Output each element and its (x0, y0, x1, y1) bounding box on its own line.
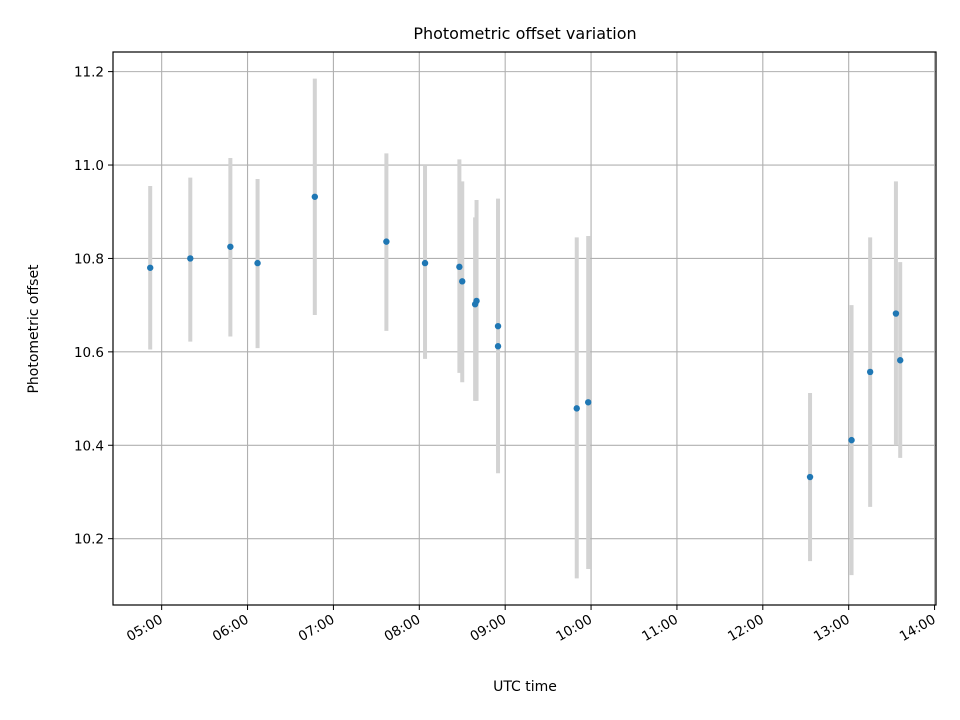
x-tick-label: 07:00 (296, 612, 338, 645)
y-axis-ticks: 10.2 10.4 10.6 10.8 11.0 11.2 (74, 65, 113, 548)
x-axis-ticks: 05:00 06:00 07:00 08:00 09:00 10:00 11:00 12:00… (124, 605, 939, 645)
data-point (459, 278, 466, 285)
y-tick-label: 10.4 (74, 438, 104, 454)
data-point (383, 238, 390, 245)
y-axis-label: Photometric offset (26, 264, 42, 394)
x-tick-label: 10:00 (553, 612, 595, 645)
data-point (147, 264, 154, 271)
data-point (573, 405, 580, 412)
x-tick-label: 11:00 (639, 612, 681, 645)
y-tick-label: 10.8 (74, 251, 104, 267)
plot-frame (112, 51, 937, 606)
x-tick-label: 08:00 (382, 612, 424, 645)
x-tick-label: 09:00 (467, 612, 509, 645)
data-point (892, 310, 900, 317)
data-point (897, 357, 904, 364)
data-point (421, 259, 429, 267)
x-tick-label: 13:00 (811, 612, 853, 645)
x-tick-label: 12:00 (725, 612, 767, 645)
data-points (147, 193, 904, 481)
data-point (806, 473, 814, 481)
x-tick-label: 14:00 (897, 612, 939, 645)
data-point (254, 259, 261, 267)
chart-title: Photometric offset variation (413, 24, 636, 43)
data-point (456, 263, 463, 271)
x-tick-label: 05:00 (124, 612, 166, 645)
y-tick-label: 10.2 (74, 532, 104, 548)
y-tick-label: 11.0 (74, 158, 104, 174)
data-point (227, 243, 234, 250)
data-point (848, 436, 855, 444)
x-axis-label: UTC time (493, 679, 557, 695)
data-point (473, 297, 480, 305)
grid-lines (113, 52, 936, 605)
error-bars (148, 78, 903, 579)
data-point (311, 193, 319, 200)
data-point (187, 255, 194, 262)
data-point (866, 368, 874, 376)
data-point (584, 399, 592, 406)
y-tick-label: 11.2 (74, 65, 104, 81)
x-tick-label: 06:00 (210, 612, 252, 645)
y-tick-label: 10.6 (74, 345, 104, 361)
data-point (494, 322, 502, 330)
data-point (494, 343, 502, 350)
